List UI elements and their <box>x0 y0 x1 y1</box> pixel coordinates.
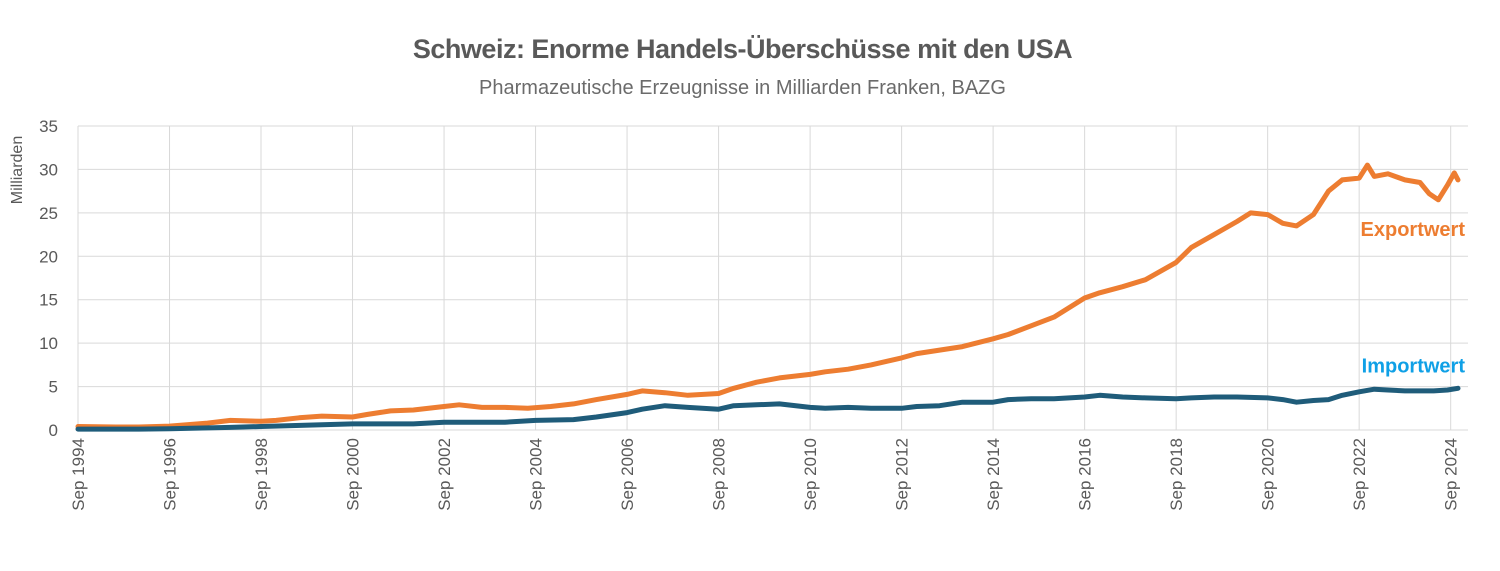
x-tick-label: Sep 2002 <box>435 438 454 511</box>
y-tick-label: 5 <box>49 378 58 397</box>
y-axis-title: Milliarden <box>9 136 26 204</box>
x-tick-label: Sep 1996 <box>161 438 180 511</box>
x-tick-label: Sep 2008 <box>710 438 729 511</box>
y-tick-label: 35 <box>39 117 58 136</box>
x-tick-label: Sep 1998 <box>252 438 271 511</box>
x-axis-ticks: Sep 1994 Sep 1996 Sep 1998 Sep 2000 Sep 2002… <box>69 438 1461 511</box>
series-labels: Exportwert Importwert <box>1361 219 1466 377</box>
y-tick-label: 20 <box>39 247 58 266</box>
chart-title: Schweiz: Enorme Handels-Überschüsse mit … <box>412 34 1073 64</box>
y-tick-label: 0 <box>49 421 58 440</box>
x-tick-label: Sep 2016 <box>1076 438 1095 511</box>
x-tick-label: Sep 2000 <box>344 438 363 511</box>
y-tick-label: 10 <box>39 334 58 353</box>
series-line-export <box>75 162 1461 430</box>
series-label-export: Exportwert <box>1361 219 1466 241</box>
x-tick-label: Sep 2018 <box>1167 438 1186 511</box>
series-line-import <box>75 385 1461 432</box>
x-tick-label: Sep 2012 <box>893 438 912 511</box>
y-tick-label: 30 <box>39 160 58 179</box>
y-tick-label: 15 <box>39 291 58 310</box>
y-axis-ticks: 0 5 10 15 20 25 30 35 <box>39 117 58 440</box>
x-tick-label: Sep 2006 <box>618 438 637 511</box>
series-label-import: Importwert <box>1362 355 1466 377</box>
x-tick-label: Sep 2010 <box>801 438 820 511</box>
chart-subtitle: Pharmazeutische Erzeugnisse in Milliarde… <box>479 77 1006 99</box>
x-tick-label: Sep 2004 <box>527 438 546 511</box>
grid-layer <box>77 125 1468 431</box>
y-tick-label: 25 <box>39 204 58 223</box>
x-tick-label: Sep 1994 <box>69 438 88 511</box>
x-tick-label: Sep 2020 <box>1259 438 1278 511</box>
x-tick-label: Sep 2014 <box>984 438 1003 511</box>
x-tick-label: Sep 2024 <box>1442 438 1461 511</box>
series-layer <box>75 162 1461 432</box>
x-tick-label: Sep 2022 <box>1350 438 1369 511</box>
